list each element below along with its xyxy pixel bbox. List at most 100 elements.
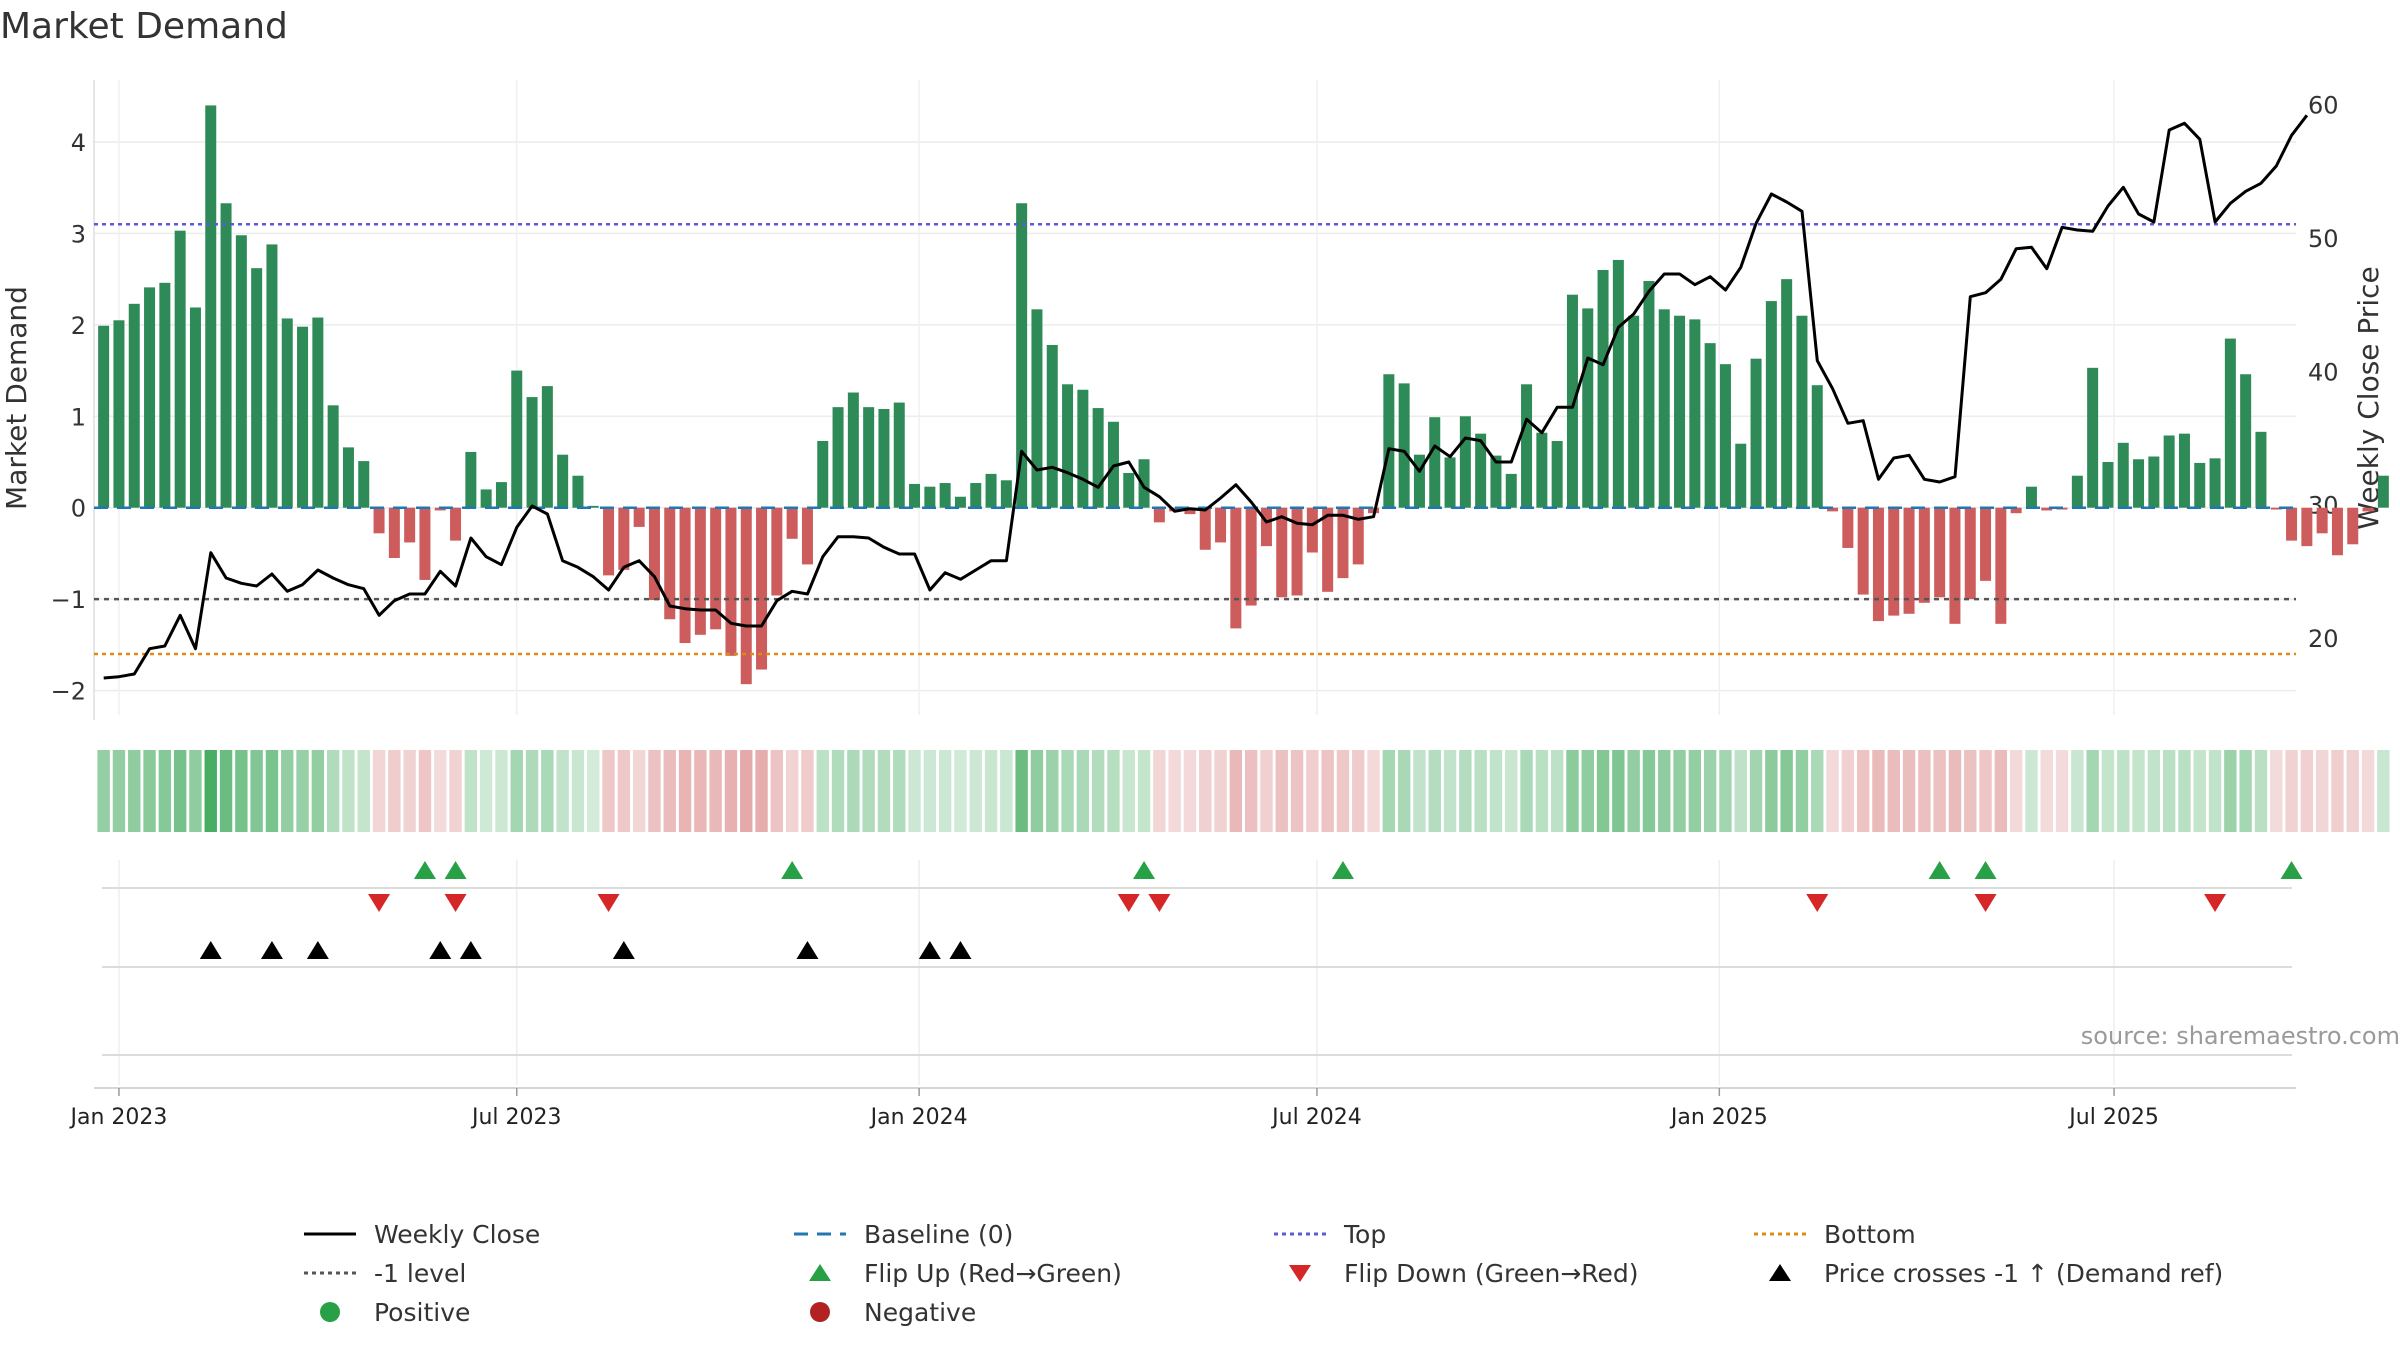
heat-cell xyxy=(587,750,600,832)
legend-item: -1 level xyxy=(300,1254,466,1292)
heat-cell xyxy=(173,750,187,832)
demand-bar xyxy=(450,507,462,541)
demand-bar xyxy=(98,325,110,508)
heat-cell xyxy=(1887,750,1900,832)
demand-bar xyxy=(2025,486,2037,508)
demand-bar xyxy=(1934,507,1946,598)
demand-bar xyxy=(878,408,890,508)
demand-bar xyxy=(1719,364,1731,508)
heat-cell xyxy=(694,750,707,832)
demand-bar xyxy=(725,507,737,656)
x-tick-label: Jan 2025 xyxy=(1669,1105,1768,1130)
demand-bar xyxy=(2316,507,2328,534)
heat-cell xyxy=(602,750,615,832)
heat-cell xyxy=(556,750,569,832)
heat-cell xyxy=(755,750,768,832)
heat-cell xyxy=(1413,750,1426,832)
y-tick-label-left: 0 xyxy=(71,495,86,523)
heat-cell xyxy=(1061,750,1074,832)
heat-cell xyxy=(143,750,156,832)
demand-bar xyxy=(1444,457,1456,508)
demand-bar xyxy=(128,303,140,508)
demand-bar xyxy=(2071,475,2083,508)
heat-cell xyxy=(449,750,462,832)
legend-label: Weekly Close xyxy=(374,1219,541,1249)
heat-cell xyxy=(938,750,952,832)
heat-cell xyxy=(1168,750,1181,832)
demand-bar xyxy=(434,507,446,511)
demand-bar xyxy=(1980,507,1992,581)
heat-cell xyxy=(1321,750,1334,832)
demand-bar xyxy=(1153,507,1165,523)
heat-cell xyxy=(2117,750,2130,832)
heat-cell xyxy=(128,750,141,832)
legend-label: -1 level xyxy=(374,1258,467,1288)
demand-bar xyxy=(251,268,263,508)
heat-cell xyxy=(663,750,676,832)
heat-cell xyxy=(1703,750,1717,832)
heat-cell xyxy=(1902,750,1916,832)
demand-bar xyxy=(144,287,156,508)
demand-bar xyxy=(1337,507,1349,579)
heat-cell xyxy=(923,750,937,832)
heat-cell xyxy=(877,750,891,832)
y-tick-label-left: −1 xyxy=(51,586,86,614)
heat-cell xyxy=(2285,750,2298,832)
legend-label: Flip Down (Green→Red) xyxy=(1344,1258,1639,1288)
heat-cell xyxy=(2101,750,2115,832)
demand-bar xyxy=(2270,507,2282,510)
flip-up-marker xyxy=(1928,861,1951,879)
legend-symbol xyxy=(304,1271,356,1275)
heat-cell xyxy=(1336,750,1350,832)
demand-bar xyxy=(2331,507,2343,556)
demand-bar xyxy=(1184,507,1196,515)
demand-bar xyxy=(495,482,507,508)
y-tick-label-right: 50 xyxy=(2308,225,2339,253)
heat-cell xyxy=(1856,750,1870,832)
heat-cell xyxy=(2254,750,2268,832)
heat-cell xyxy=(648,750,661,832)
legend-symbol xyxy=(320,1302,340,1322)
legend-label: Baseline (0) xyxy=(864,1219,1014,1249)
heat-cell xyxy=(969,750,982,832)
demand-bar xyxy=(1750,358,1762,508)
y-tick-label-right: 60 xyxy=(2308,92,2339,120)
heat-cell xyxy=(1244,750,1258,832)
demand-bar xyxy=(526,397,538,508)
demand-bar xyxy=(1031,309,1043,508)
legend-symbol xyxy=(810,1302,830,1322)
flip-down-marker xyxy=(444,894,467,912)
heat-cell xyxy=(1673,750,1686,832)
demand-bar xyxy=(1016,203,1028,508)
demand-bar xyxy=(1658,309,1670,508)
legend-item: Flip Down (Green→Red) xyxy=(1270,1254,1639,1292)
heat-cell xyxy=(2239,750,2252,832)
flip-down-marker xyxy=(1974,894,1997,912)
heat-cell xyxy=(954,750,967,832)
demand-bar xyxy=(1046,344,1058,508)
heat-cell xyxy=(1428,750,1441,832)
heat-cell xyxy=(265,750,279,832)
heat-cell xyxy=(831,750,845,832)
demand-bar xyxy=(1842,507,1854,548)
legend-label: Positive xyxy=(374,1297,471,1327)
heat-cell xyxy=(2132,750,2145,832)
demand-bar xyxy=(1352,507,1364,565)
heat-cell xyxy=(1596,750,1610,832)
demand-bar xyxy=(771,507,783,596)
demand-bar xyxy=(1383,374,1395,508)
heat-cell xyxy=(1642,750,1656,832)
demand-bar xyxy=(1459,416,1471,508)
heat-cell xyxy=(2178,750,2191,832)
legend-item: Baseline (0) xyxy=(790,1215,1013,1253)
demand-bar xyxy=(1322,507,1334,592)
demand-bar xyxy=(2194,462,2206,508)
price-cross-marker xyxy=(918,941,941,959)
heat-cell xyxy=(1091,750,1105,832)
flip-down-marker xyxy=(368,894,391,912)
heat-cell xyxy=(250,750,263,832)
heat-cell xyxy=(219,750,233,832)
legend-label: Negative xyxy=(864,1297,977,1327)
heat-cell xyxy=(2300,750,2314,832)
heat-cell xyxy=(1397,750,1411,832)
